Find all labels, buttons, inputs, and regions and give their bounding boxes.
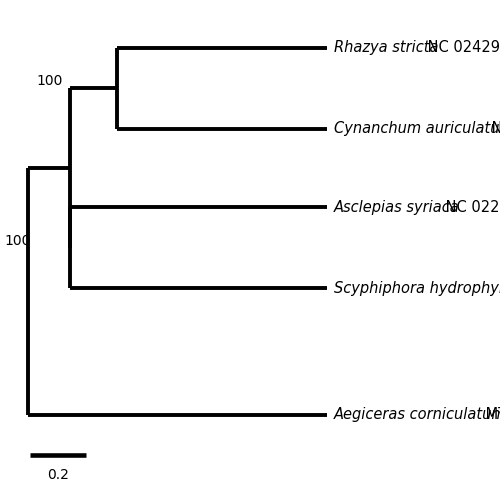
Text: Asclepias syriaca: Asclepias syriaca: [334, 200, 460, 215]
Text: Aegiceras corniculatum: Aegiceras corniculatum: [334, 407, 500, 422]
Text: 100: 100: [36, 74, 63, 88]
Text: MT130509: MT130509: [480, 407, 500, 422]
Text: NC 041494.1: NC 041494.1: [486, 121, 500, 136]
Text: Rhazya stricta: Rhazya stricta: [334, 40, 438, 55]
Text: NC 024293.1: NC 024293.1: [423, 40, 500, 55]
Text: Cynanchum auriculatum: Cynanchum auriculatum: [334, 121, 500, 136]
Text: NC 022796.1: NC 022796.1: [441, 200, 500, 215]
Text: 100: 100: [4, 234, 30, 248]
Text: 0.2: 0.2: [48, 469, 70, 483]
Text: Scyphiphora hydrophyllacea: Scyphiphora hydrophyllacea: [334, 281, 500, 296]
